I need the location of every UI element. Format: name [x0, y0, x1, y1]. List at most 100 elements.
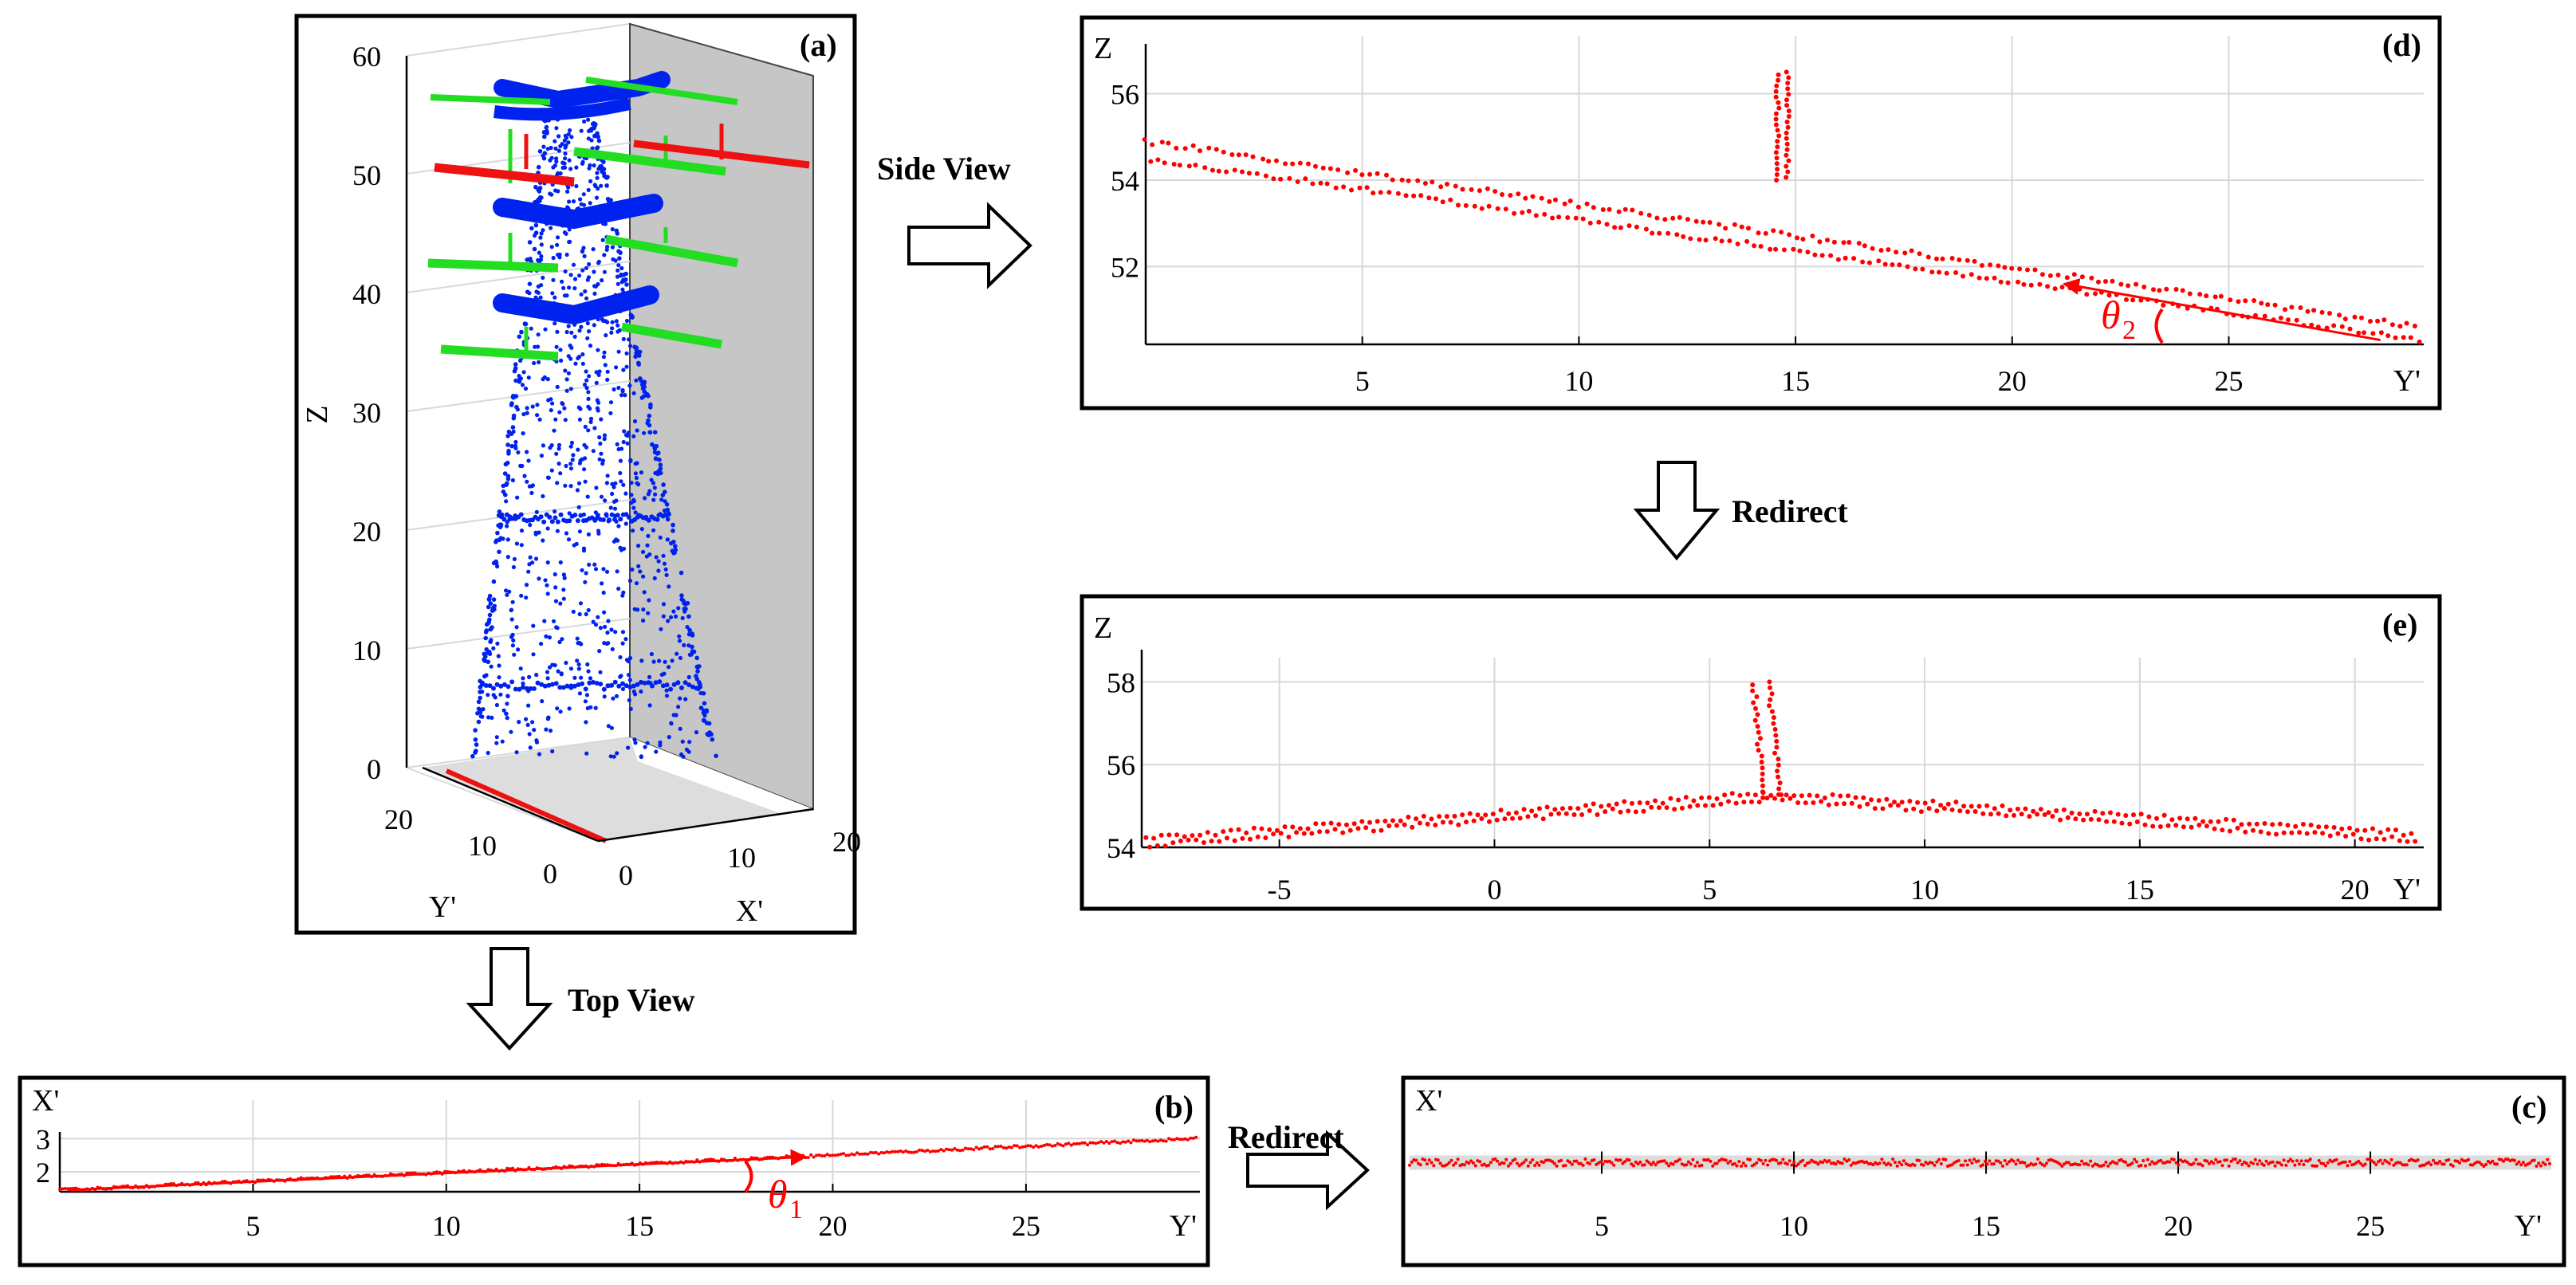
tower-point	[524, 595, 529, 600]
chart-d-point	[1791, 246, 1796, 252]
tower-point	[576, 355, 582, 360]
chart-d-point	[2362, 330, 2366, 336]
tower-point	[553, 146, 558, 151]
chart-d-point	[2218, 293, 2224, 299]
chart-e-point	[2281, 830, 2287, 835]
tower-point	[527, 732, 532, 737]
chart-c-point	[2484, 1162, 2488, 1166]
chart-c-point	[2308, 1157, 2312, 1161]
tower-point	[714, 753, 718, 759]
chart-d-point	[2028, 282, 2034, 288]
chart-c-point	[1570, 1162, 1574, 1166]
tower-point	[568, 167, 573, 171]
tower-point	[572, 334, 577, 339]
chart-e-point	[2031, 808, 2036, 814]
chart-e-point	[2119, 820, 2125, 826]
chart-c-point	[1792, 1161, 1796, 1164]
tower-point	[656, 450, 661, 455]
tower-point	[637, 349, 643, 355]
redirect-de-label: Redirect	[1732, 493, 1849, 529]
tower-point	[562, 161, 567, 166]
tower-point	[579, 324, 584, 329]
chart-d-point	[1229, 152, 1235, 157]
chart-d-point	[1320, 165, 1326, 171]
chart-c-point	[1744, 1164, 1748, 1168]
tower-point	[621, 439, 626, 445]
panel-a-floor-line	[445, 768, 608, 843]
tower-point	[559, 671, 564, 676]
chart-e-point	[2389, 834, 2395, 839]
chart-b-point	[823, 1154, 827, 1157]
tower-point	[701, 717, 706, 723]
chart-d-point	[1657, 230, 1662, 236]
tower-point	[578, 601, 584, 606]
chart-e-point	[2092, 808, 2098, 814]
chart-e-point	[1552, 807, 1558, 812]
chart-b-point	[1181, 1138, 1185, 1142]
chart-e-point	[1756, 748, 1761, 753]
tower-point	[582, 253, 587, 258]
chart-c-point	[2255, 1162, 2259, 1166]
chart-d-point	[1860, 259, 1866, 265]
tower-point	[600, 238, 605, 242]
tower-point	[621, 482, 626, 487]
panel-a-y-axis	[422, 766, 599, 843]
tower-point	[567, 227, 572, 232]
tower-point	[544, 634, 549, 639]
chart-c-point	[2090, 1164, 2094, 1168]
tower-point	[578, 407, 583, 411]
tower-point	[526, 458, 531, 463]
chart-c-point	[1972, 1157, 1976, 1161]
chart-c-point	[1691, 1157, 1695, 1161]
tower-point	[600, 517, 606, 523]
chart-b-point	[1083, 1141, 1087, 1145]
tower-point	[684, 747, 690, 753]
chart-d-point	[1758, 244, 1764, 249]
tower-point	[615, 569, 619, 574]
chart-e-point	[1749, 799, 1754, 804]
chart-e-point	[1467, 811, 1473, 816]
tower-point	[568, 444, 573, 449]
chart-e-point	[1699, 795, 1705, 800]
tower-point	[586, 607, 591, 613]
tower-point	[658, 462, 663, 467]
chart-b-point	[809, 1153, 813, 1157]
tower-point	[555, 519, 560, 525]
tower-point	[553, 139, 557, 143]
tower-point	[505, 434, 510, 438]
tower-point	[534, 509, 539, 515]
tower-point	[551, 619, 556, 623]
tower-point	[639, 527, 644, 532]
chart-e-point	[1656, 805, 1662, 811]
panel-a-z-tick: 60	[352, 41, 381, 73]
tower-point	[542, 619, 547, 623]
chart-d-point	[1547, 198, 1552, 204]
chart-e-point	[2381, 836, 2387, 842]
chart-c-point	[1452, 1163, 1456, 1167]
chart-d-point	[1345, 170, 1351, 175]
tower-point	[580, 352, 585, 357]
chart-d-ytick-label: 56	[1111, 79, 1139, 111]
chart-b-point	[866, 1152, 870, 1156]
chart-c-point	[1642, 1163, 1646, 1167]
chart-d-point	[1310, 181, 1316, 187]
chart-c-point	[2150, 1160, 2154, 1164]
chart-e-point	[1456, 822, 1461, 827]
tower-point	[564, 377, 569, 382]
tower-point	[671, 682, 677, 687]
chart-e-point	[2289, 830, 2295, 835]
tower-point	[556, 462, 561, 466]
chart-b-point	[1107, 1142, 1111, 1145]
tower-point	[542, 375, 547, 379]
chart-b-point	[1189, 1136, 1193, 1140]
chart-d-point	[1297, 160, 1303, 166]
chart-e-point	[1861, 795, 1866, 800]
tower-point	[525, 257, 529, 262]
chart-d-point	[1784, 152, 1789, 158]
chart-d-point	[1523, 195, 1528, 201]
tower-point	[488, 639, 493, 644]
tower-point	[645, 543, 650, 548]
chart-d-point	[2110, 278, 2115, 284]
chart-c-point	[1493, 1157, 1497, 1161]
chart-e-point	[1737, 792, 1743, 798]
